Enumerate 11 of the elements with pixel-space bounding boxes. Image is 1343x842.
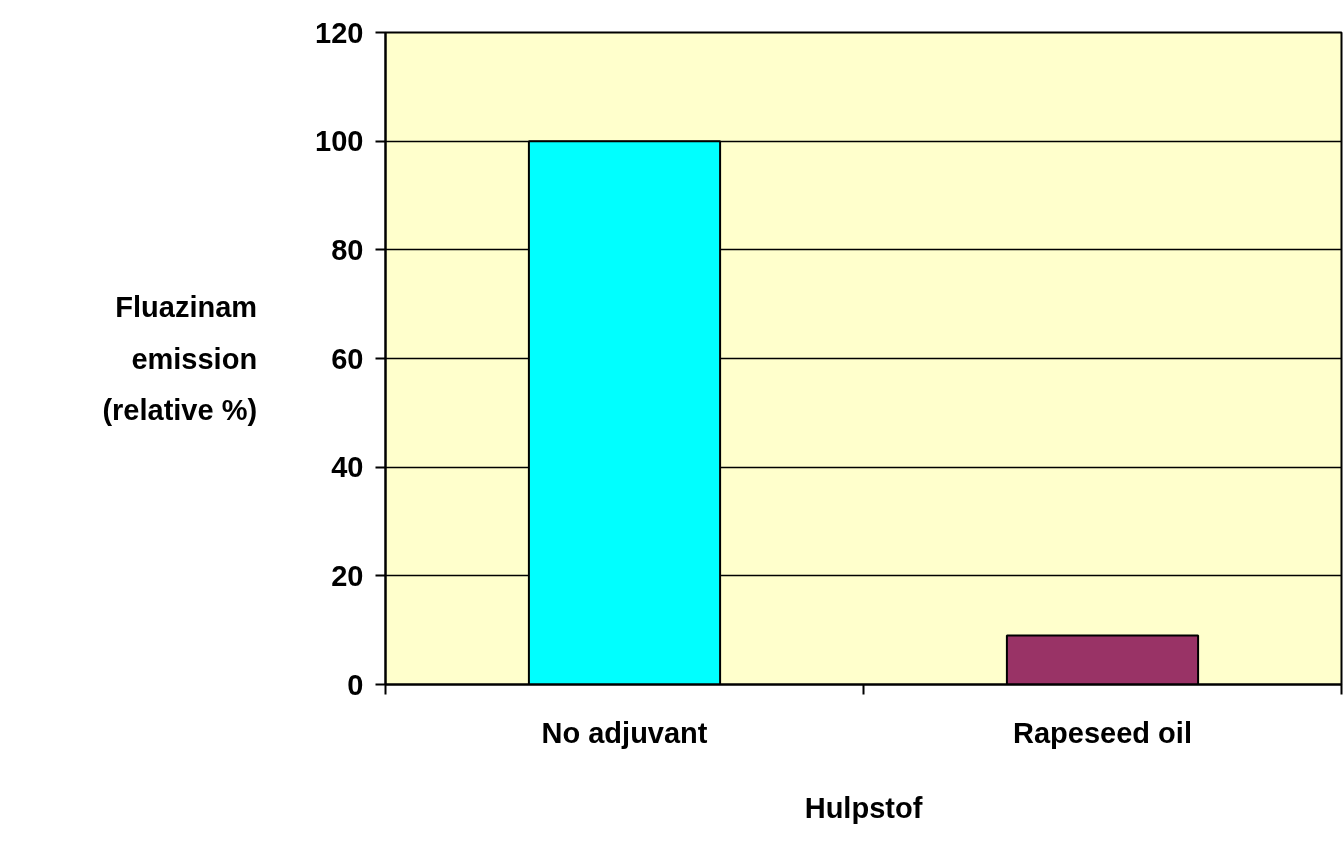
x-axis-title: Hulpstof bbox=[804, 791, 923, 824]
x-tick-label: No adjuvant bbox=[541, 716, 708, 749]
y-tick-label: 120 bbox=[315, 16, 364, 49]
y-tick-label: 0 bbox=[347, 668, 364, 701]
y-tick-label: 20 bbox=[331, 559, 364, 592]
y-tick-label: 80 bbox=[331, 233, 364, 266]
y-tick-label: 60 bbox=[331, 342, 364, 375]
x-tick-label: Rapeseed oil bbox=[1013, 716, 1192, 749]
y-axis-title: Fluazinam emission (relative %) bbox=[102, 291, 258, 426]
y-tick-label: 40 bbox=[331, 451, 364, 484]
y-tick-label: 100 bbox=[315, 125, 364, 158]
